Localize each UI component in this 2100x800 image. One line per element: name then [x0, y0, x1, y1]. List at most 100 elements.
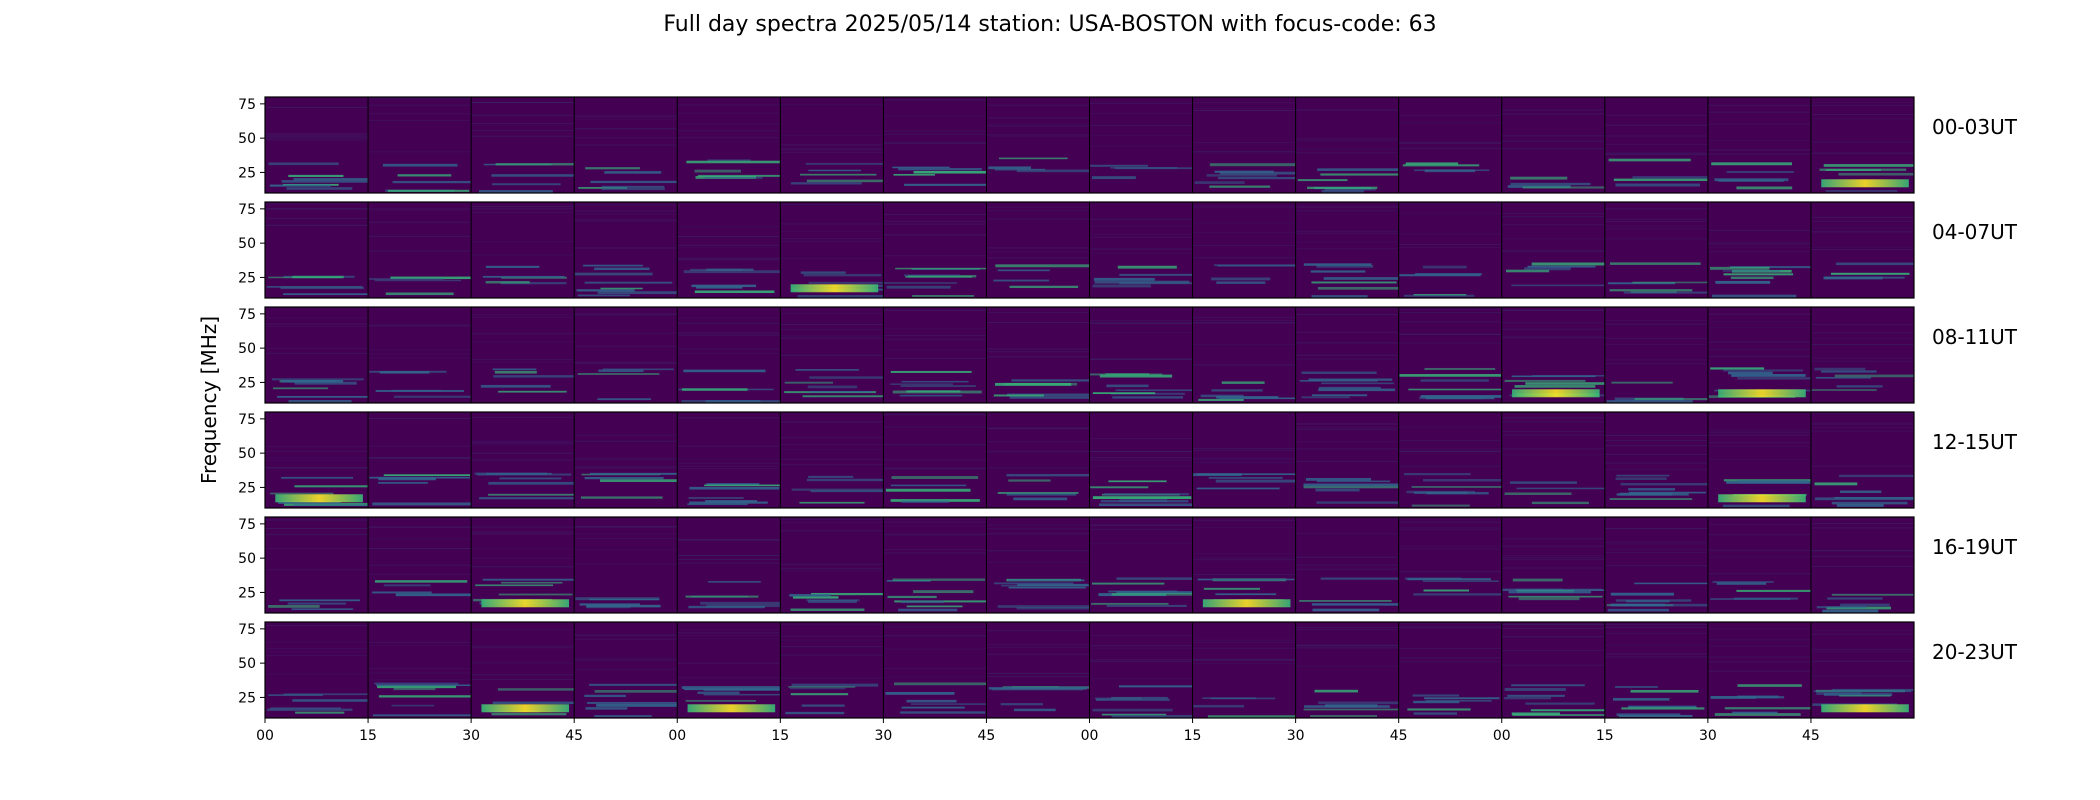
spectrum-panel: [367, 307, 472, 403]
spectrum-panel: [985, 307, 1090, 403]
x-tick-label: 30: [1287, 728, 1305, 744]
spectrum-panel: [676, 202, 781, 298]
spectrum-panel: [573, 622, 678, 718]
spectrum-panel: [779, 202, 884, 298]
row-label: 12-15UT: [1932, 430, 2018, 454]
spectrum-panel: [1295, 622, 1399, 718]
spectrum-panel: [1398, 97, 1502, 193]
spectrum-panel: [1295, 517, 1399, 613]
row-label: 20-23UT: [1932, 640, 2018, 664]
spectrum-panel: [1501, 622, 1605, 718]
spectrum-panel: [1604, 307, 1708, 404]
spectrum-panel: [1604, 202, 1708, 298]
spectrum-panel: [985, 412, 1090, 508]
spectrum-panel: [779, 412, 884, 508]
spectrum-panel: [1501, 307, 1605, 403]
spectrum-panel: [676, 307, 781, 403]
y-tick-label: 50: [238, 131, 256, 147]
x-tick-label: 15: [771, 728, 789, 744]
y-tick-label: 25: [238, 375, 256, 391]
spectra-row: 25 50 75 12-15UT: [238, 411, 2018, 509]
y-tick-label: 75: [238, 307, 256, 323]
spectrum-panel: [1192, 622, 1296, 718]
spectrum-panel: [779, 517, 884, 613]
spectrum-panel: [882, 412, 987, 508]
spectra-row: 25 50 75 04-07UT: [238, 201, 2018, 299]
y-tick-label: 75: [238, 202, 256, 218]
y-tick-label: 25: [238, 585, 256, 601]
x-tick-label: 00: [668, 728, 686, 744]
spectrum-panel: [1501, 202, 1605, 298]
spectrum-panel: [1810, 97, 1914, 193]
spectrum-panel: [367, 517, 472, 613]
spectrum-panel: [1089, 412, 1193, 508]
x-tick-label: 15: [1184, 728, 1202, 744]
row-label: 16-19UT: [1932, 535, 2018, 559]
spectrum-panel: [882, 97, 987, 193]
spectrum-panel: [367, 202, 472, 298]
spectrum-panel: [882, 307, 987, 403]
spectra-row: 25 50 75 16-19UT: [238, 516, 2018, 614]
chart-title: Full day spectra 2025/05/14 station: USA…: [663, 12, 1437, 37]
spectrum-panel: [779, 97, 884, 193]
spectrum-panel: [1192, 202, 1296, 298]
spectrum-panel: [985, 202, 1090, 298]
spectrum-panel: [1398, 517, 1502, 613]
spectrum-panel: [985, 622, 1090, 718]
spectrum-panel: [1192, 307, 1296, 403]
spectrum-panel: [264, 307, 369, 403]
spectra-row: 25 50 75 20-23UT: [238, 621, 2018, 719]
spectrum-panel: [1192, 97, 1296, 193]
spectrum-panel: [882, 517, 987, 613]
row-label: 00-03UT: [1932, 115, 2018, 139]
x-tick-label: 30: [462, 728, 480, 744]
spectrum-panel: [1192, 517, 1296, 613]
y-tick-label: 75: [238, 412, 256, 428]
spectrum-panel: [1707, 202, 1811, 298]
spectrum-panel: [1089, 97, 1193, 193]
spectrum-panel: [1707, 517, 1811, 613]
spectrum-panel: [882, 622, 987, 718]
spectrum-panel: [1089, 202, 1193, 298]
spectrum-panel: [1089, 517, 1193, 613]
spectrum-panel: [1604, 97, 1708, 193]
spectrum-panel: [470, 517, 575, 613]
spectrum-panel: [264, 622, 369, 718]
y-tick-label: 50: [238, 236, 256, 252]
spectrum-panel: [1604, 622, 1708, 718]
y-tick-label: 75: [238, 517, 256, 533]
spectrum-panel: [470, 202, 575, 298]
spectrum-panel: [573, 202, 678, 298]
x-tick-label: 15: [359, 728, 377, 744]
spectrum-panel: [1810, 412, 1914, 508]
spectrum-panel: [573, 307, 678, 403]
spectrum-panel: [1604, 517, 1708, 613]
spectrum-panel: [573, 517, 678, 613]
x-tick-label: 15: [1596, 728, 1614, 744]
y-tick-label: 25: [238, 480, 256, 496]
spectra-row: 25 50 75 08-11UT: [238, 306, 2018, 404]
x-tick-label: 45: [978, 728, 996, 744]
y-tick-label: 50: [238, 446, 256, 462]
spectrum-panel: [1707, 307, 1811, 403]
spectrum-panel: [1398, 307, 1502, 403]
row-label: 08-11UT: [1932, 325, 2018, 349]
y-tick-label: 75: [238, 622, 256, 638]
spectrum-panel: [676, 622, 781, 718]
x-tick-label: 00: [1493, 728, 1511, 744]
y-tick-label: 25: [238, 165, 256, 181]
spectrum-panel: [1604, 412, 1708, 508]
spectrum-panel: [264, 412, 369, 508]
spectrum-panel: [1398, 202, 1502, 298]
spectrum-panel: [1295, 97, 1399, 193]
x-tick-label: 00: [256, 728, 274, 744]
x-tick-label: 30: [874, 728, 892, 744]
spectrum-panel: [470, 307, 575, 403]
x-tick-label: 30: [1699, 728, 1717, 744]
spectrum-panel: [264, 202, 369, 298]
spectrum-panel: [573, 97, 678, 193]
spectrum-panel: [1707, 622, 1811, 718]
spectrum-panel: [264, 97, 369, 193]
spectrum-panel: [1089, 622, 1193, 719]
spectrum-panel: [470, 97, 575, 193]
